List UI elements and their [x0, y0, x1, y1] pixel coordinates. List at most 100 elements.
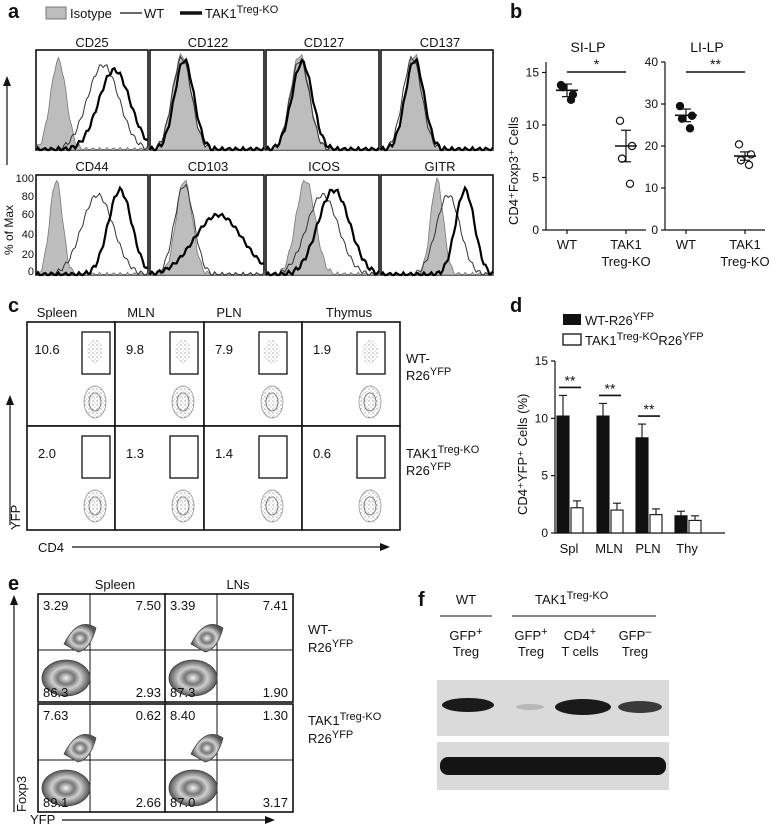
panel-e-x-arrowhead: [265, 816, 275, 824]
facs-e-q-ll-0-0: 86.3: [43, 685, 68, 700]
d-bar-1-mln: [610, 509, 624, 534]
ytick-60: 60: [22, 209, 34, 221]
facs-c-pop-inner-0-0: [88, 392, 102, 412]
facs-c-yfp-pop-0: [87, 340, 103, 364]
facs-c-yfp-pop-1: [175, 340, 191, 364]
d-bar-0-spl: [556, 415, 570, 534]
chart-title-li-lp: LI-LP: [690, 39, 723, 55]
facs-c-pop-inner-1-0: [88, 496, 102, 516]
scatter-plots: 0 5 10 15 * 0 10 20 30 40 **: [526, 55, 765, 237]
bar-chart: 0 5 10 15 Spl ** MLN ** PLN ** Thy: [535, 354, 725, 556]
wt-line-icos: [265, 192, 380, 276]
panel-b-letter: b: [510, 1, 522, 23]
facs-e-pos-pop-1-1: [190, 734, 224, 763]
d-xtick-mln: MLN: [595, 541, 622, 556]
b-sig-1: **: [710, 56, 721, 72]
facs-e-q-ur-0-1: 7.41: [263, 598, 288, 613]
facs-grid-c: 10.6 9.8 7.9 1.9 2.0 1.3 1.4 0.6: [26, 321, 401, 531]
d-xtick-pln: PLN: [635, 541, 660, 556]
col-lns-e: LNs: [226, 577, 250, 592]
legend-isotype-label: Isotype: [70, 6, 112, 21]
blot-loading-control: [440, 757, 666, 775]
xlabel-tak1-si: TAK1: [610, 237, 642, 252]
b-ytick-label-0-5: 5: [532, 171, 539, 185]
xlabel-tregko-li: Treg-KO: [720, 254, 769, 269]
b-point-0-1-3: [625, 179, 635, 188]
panel-e-xaxis: YFP: [30, 812, 55, 827]
panel-d-letter: d: [510, 295, 522, 317]
xlabel-wt-li: WT: [676, 237, 696, 252]
facs-e-q-ur-1-0: 0.62: [136, 708, 161, 723]
facs-e-pos-pop-0-0: [63, 624, 97, 653]
facs-c-pop-inner-1-1: [176, 496, 190, 516]
panel-b-ylabel: CD4⁺Foxp3⁺ Cells: [506, 116, 521, 225]
facs-c-pop-0-3: [358, 385, 382, 419]
marker-cd122: CD122: [188, 35, 228, 50]
facs-c-value-1-3: 0.6: [313, 446, 331, 461]
ko-line-icos: [265, 188, 380, 277]
group-wt: WT: [456, 592, 476, 607]
panel-a: a Isotype WT TAK1Treg-KO % of Max CD25 C…: [2, 1, 494, 278]
b-point-0-1-0: [615, 116, 625, 126]
xlabel-tregko-si: Treg-KO: [601, 254, 650, 269]
facs-e-box-0-1: [164, 593, 294, 703]
lane2-label: GFP+: [514, 626, 547, 643]
facs-c-pop-inner-1-3: [363, 496, 377, 516]
panel-c-xaxis: CD4: [38, 540, 64, 555]
d-sig-0: **: [565, 372, 576, 388]
facs-c-pop-1-1: [171, 489, 195, 523]
lane2-label2: Treg: [518, 644, 544, 659]
legend-tak1-label: TAK1Treg-KO: [205, 4, 279, 21]
d-bar-1-thy: [688, 519, 702, 534]
row-label-wt-e: WT-: [308, 622, 332, 637]
facs-e-box-0-0: [37, 593, 167, 703]
lane4-label: GFP–: [619, 626, 653, 643]
b-ytick-label-1-0: 0: [651, 223, 658, 237]
facs-e-q-ul-0-1: 3.39: [170, 598, 195, 613]
d-xtick-spl: Spl: [560, 541, 579, 556]
wt-line-cd103: [149, 183, 265, 276]
ytick-100: 100: [16, 173, 34, 185]
b-ytick-label-0-10: 10: [526, 118, 540, 132]
facs-c-pop-0-2: [260, 385, 284, 419]
b-point-1-1-3: [744, 160, 754, 170]
lane3-label: CD4+: [564, 626, 596, 643]
panel-b: b CD4⁺Foxp3⁺ Cells SI-LP LI-LP WT TAK1 T…: [506, 1, 770, 269]
marker-cd25: CD25: [75, 35, 108, 50]
histogram-grid: [35, 49, 494, 277]
marker-gitr: GITR: [424, 159, 455, 174]
marker-cd137: CD137: [420, 35, 460, 50]
facs-c-pop-1-3: [358, 489, 382, 523]
ko-line-cd127: [264, 58, 380, 152]
d-sig-1: **: [605, 380, 616, 396]
marker-cd44: CD44: [75, 159, 108, 174]
isotype-fill-icos: [265, 179, 380, 276]
panel-a-y-arrowhead: [3, 76, 11, 86]
b-point-0-0-3: [566, 95, 576, 105]
d-bar-0-pln: [635, 437, 649, 534]
ko-line-cd44: [35, 185, 149, 277]
row-label-tak1-r26: R26YFP: [406, 461, 451, 478]
facs-c-yfp-pop-2: [264, 340, 280, 364]
facs-e-q-lr-0-1: 1.90: [263, 685, 288, 700]
legend-wt-swatch: [563, 314, 581, 325]
facs-e-q-lr-1-0: 2.66: [136, 795, 161, 810]
panel-d-ylabel: CD4⁺YFP⁺ Cells (%): [515, 394, 530, 515]
legend-wt-label: WT: [144, 6, 164, 21]
facs-c-gate-0-2: [258, 331, 288, 375]
panel-e-y-arrowhead: [10, 595, 18, 605]
row-label-wt-r26-e: R26YFP: [308, 638, 353, 655]
facs-e-q-ul-1-1: 8.40: [170, 708, 195, 723]
facs-c-pop-0-1: [171, 385, 195, 419]
panel-e-letter: e: [8, 573, 19, 595]
facs-e-pos-pop-1-0: [63, 734, 97, 763]
panel-d: d WT-R26YFP TAK1Treg-KOR26YFP CD4⁺YFP⁺ C…: [510, 295, 725, 556]
b-ytick-label-1-30: 30: [645, 97, 659, 111]
b-point-0-1-2: [617, 154, 627, 163]
chart-title-si-lp: SI-LP: [570, 39, 605, 55]
facs-c-value-1-1: 1.3: [126, 446, 144, 461]
facs-c-pop-inner-0-1: [176, 392, 190, 412]
ko-line-cd122: [148, 57, 265, 152]
b-point-1-1-0: [734, 140, 744, 149]
